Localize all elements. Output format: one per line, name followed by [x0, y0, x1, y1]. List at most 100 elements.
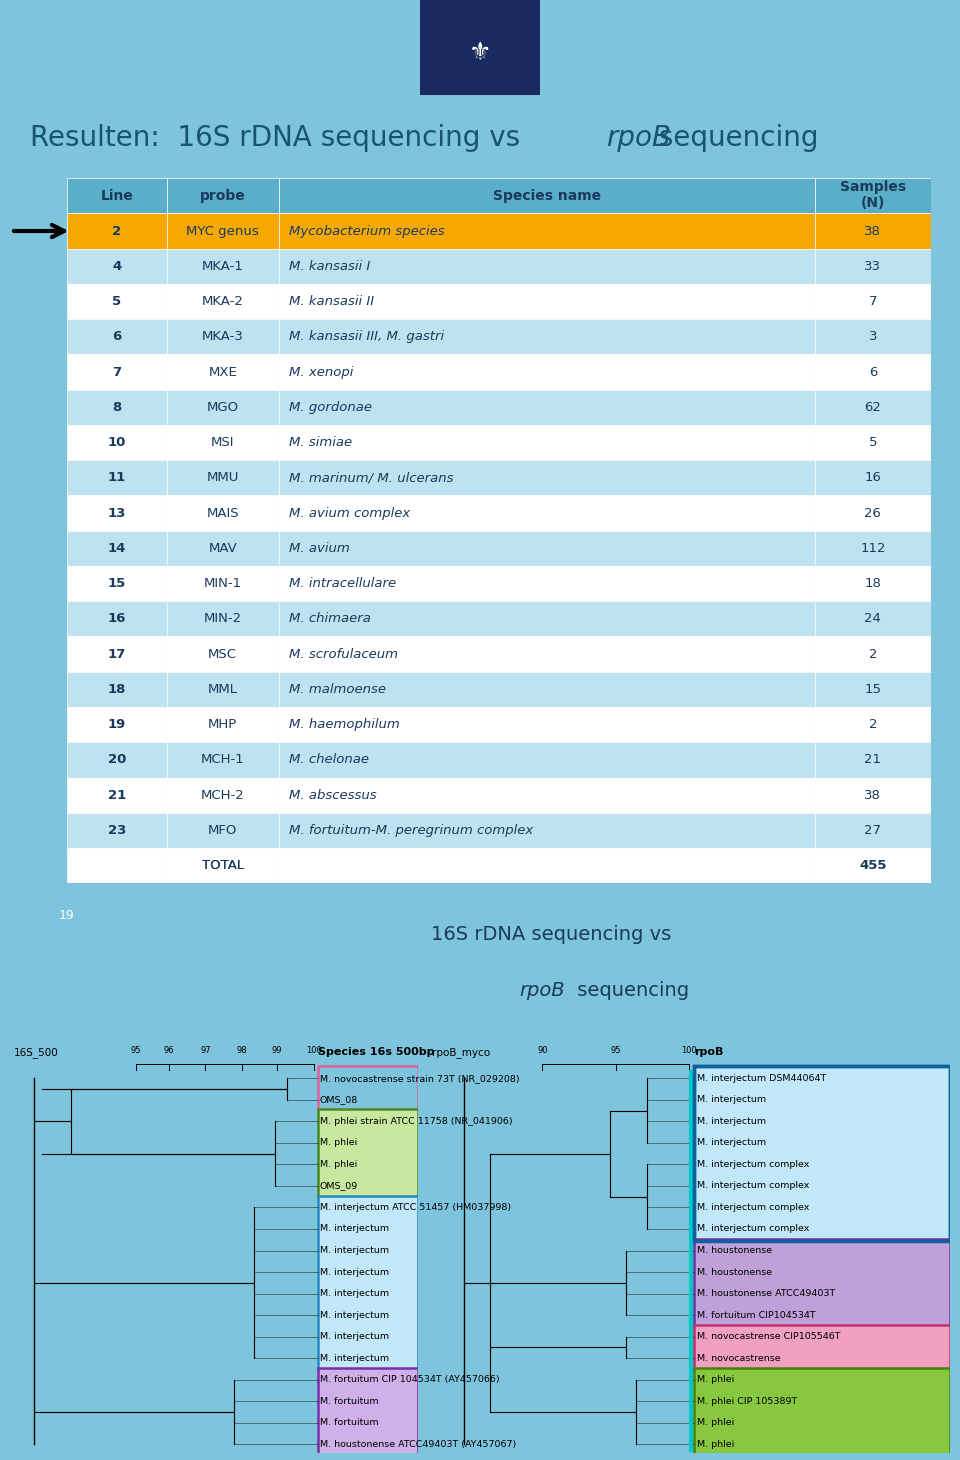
Bar: [420, 0, 540, 95]
Bar: [67, 355, 167, 390]
Bar: [167, 707, 278, 742]
Text: 17: 17: [108, 648, 126, 660]
Text: 10: 10: [108, 437, 126, 450]
Bar: [167, 602, 278, 637]
Bar: [814, 813, 931, 848]
Bar: [814, 283, 931, 320]
Text: M. interjectum complex: M. interjectum complex: [697, 1181, 809, 1190]
Text: M. phlei: M. phlei: [320, 1159, 357, 1169]
Text: M. haemophilum: M. haemophilum: [289, 718, 400, 731]
Text: MKA-3: MKA-3: [202, 330, 244, 343]
Text: 24: 24: [864, 612, 881, 625]
Text: M. malmoense: M. malmoense: [289, 683, 386, 696]
Text: M. intracellulare: M. intracellulare: [289, 577, 396, 590]
Text: M. interjectum: M. interjectum: [320, 1245, 389, 1256]
Bar: [814, 566, 931, 602]
Text: 19: 19: [108, 718, 126, 731]
Text: 38: 38: [864, 788, 881, 802]
Text: probe: probe: [200, 188, 246, 203]
Text: 2: 2: [869, 718, 877, 731]
Bar: [814, 460, 931, 495]
Bar: [167, 530, 278, 566]
Text: 4: 4: [112, 260, 122, 273]
Bar: [814, 320, 931, 355]
Text: 2: 2: [112, 225, 122, 238]
Bar: [278, 566, 814, 602]
Text: MYC genus: MYC genus: [186, 225, 259, 238]
Bar: [278, 283, 814, 320]
Text: 21: 21: [108, 788, 126, 802]
Bar: [694, 1324, 950, 1369]
Text: 13: 13: [108, 507, 126, 520]
Bar: [67, 530, 167, 566]
Bar: [167, 813, 278, 848]
Bar: [67, 178, 167, 213]
Text: MFO: MFO: [208, 823, 237, 837]
Bar: [67, 742, 167, 778]
Text: M. interjectum: M. interjectum: [320, 1267, 389, 1276]
Bar: [67, 460, 167, 495]
Text: 16: 16: [864, 472, 881, 485]
Text: MSI: MSI: [211, 437, 234, 450]
Text: M. chimaera: M. chimaera: [289, 612, 372, 625]
Text: rpoB_myco: rpoB_myco: [432, 1047, 491, 1058]
Text: M. houstonense: M. houstonense: [697, 1267, 772, 1276]
Text: 15: 15: [864, 683, 881, 696]
Text: 96: 96: [163, 1047, 174, 1056]
Text: 16S_500: 16S_500: [13, 1047, 59, 1058]
Text: MSC: MSC: [208, 648, 237, 660]
Bar: [318, 1368, 418, 1456]
Bar: [814, 742, 931, 778]
Text: 11: 11: [108, 472, 126, 485]
Text: M. novocastrense CIP105546T: M. novocastrense CIP105546T: [697, 1332, 840, 1342]
Text: MAV: MAV: [208, 542, 237, 555]
Text: Line: Line: [101, 188, 133, 203]
Text: MMU: MMU: [206, 472, 239, 485]
Text: rpoB: rpoB: [519, 981, 564, 1000]
Text: M. gordonae: M. gordonae: [289, 402, 372, 413]
Text: Resulten:  16S rDNA sequencing vs: Resulten: 16S rDNA sequencing vs: [30, 124, 529, 152]
Bar: [67, 425, 167, 460]
Bar: [814, 425, 931, 460]
Text: M. xenopi: M. xenopi: [289, 365, 353, 378]
Text: OMS_09: OMS_09: [320, 1181, 358, 1190]
Text: 19: 19: [59, 908, 74, 921]
Text: M. fortuitum: M. fortuitum: [320, 1418, 378, 1428]
Bar: [814, 213, 931, 248]
Bar: [318, 1110, 418, 1197]
Bar: [814, 672, 931, 707]
Bar: [814, 495, 931, 531]
Bar: [318, 1196, 418, 1369]
Text: 38: 38: [864, 225, 881, 238]
Bar: [278, 425, 814, 460]
Text: 26: 26: [864, 507, 881, 520]
Text: MIN-2: MIN-2: [204, 612, 242, 625]
Bar: [278, 495, 814, 531]
Text: MAIS: MAIS: [206, 507, 239, 520]
Bar: [167, 283, 278, 320]
Text: 23: 23: [108, 823, 126, 837]
Text: M. kansasii I: M. kansasii I: [289, 260, 371, 273]
Bar: [278, 355, 814, 390]
Text: M. interjectum: M. interjectum: [320, 1353, 389, 1362]
Text: sequencing: sequencing: [650, 124, 819, 152]
Text: 5: 5: [869, 437, 877, 450]
Text: M. phlei strain ATCC 11758 (NR_041906): M. phlei strain ATCC 11758 (NR_041906): [320, 1117, 513, 1126]
Text: M. interjectum complex: M. interjectum complex: [697, 1225, 809, 1234]
Bar: [814, 355, 931, 390]
Bar: [167, 320, 278, 355]
Bar: [278, 460, 814, 495]
Text: rpoB: rpoB: [694, 1047, 724, 1057]
Text: 90: 90: [537, 1047, 547, 1056]
Bar: [167, 248, 278, 283]
Bar: [67, 390, 167, 425]
Text: 2: 2: [869, 648, 877, 660]
Text: 95: 95: [611, 1047, 621, 1056]
Text: M. houstonense ATCC49403T: M. houstonense ATCC49403T: [697, 1289, 835, 1298]
Text: 112: 112: [860, 542, 886, 555]
Bar: [67, 672, 167, 707]
Text: 8: 8: [112, 402, 122, 413]
Text: 62: 62: [864, 402, 881, 413]
Text: 6: 6: [869, 365, 877, 378]
Text: M. fortuitum CIP104534T: M. fortuitum CIP104534T: [697, 1311, 815, 1320]
